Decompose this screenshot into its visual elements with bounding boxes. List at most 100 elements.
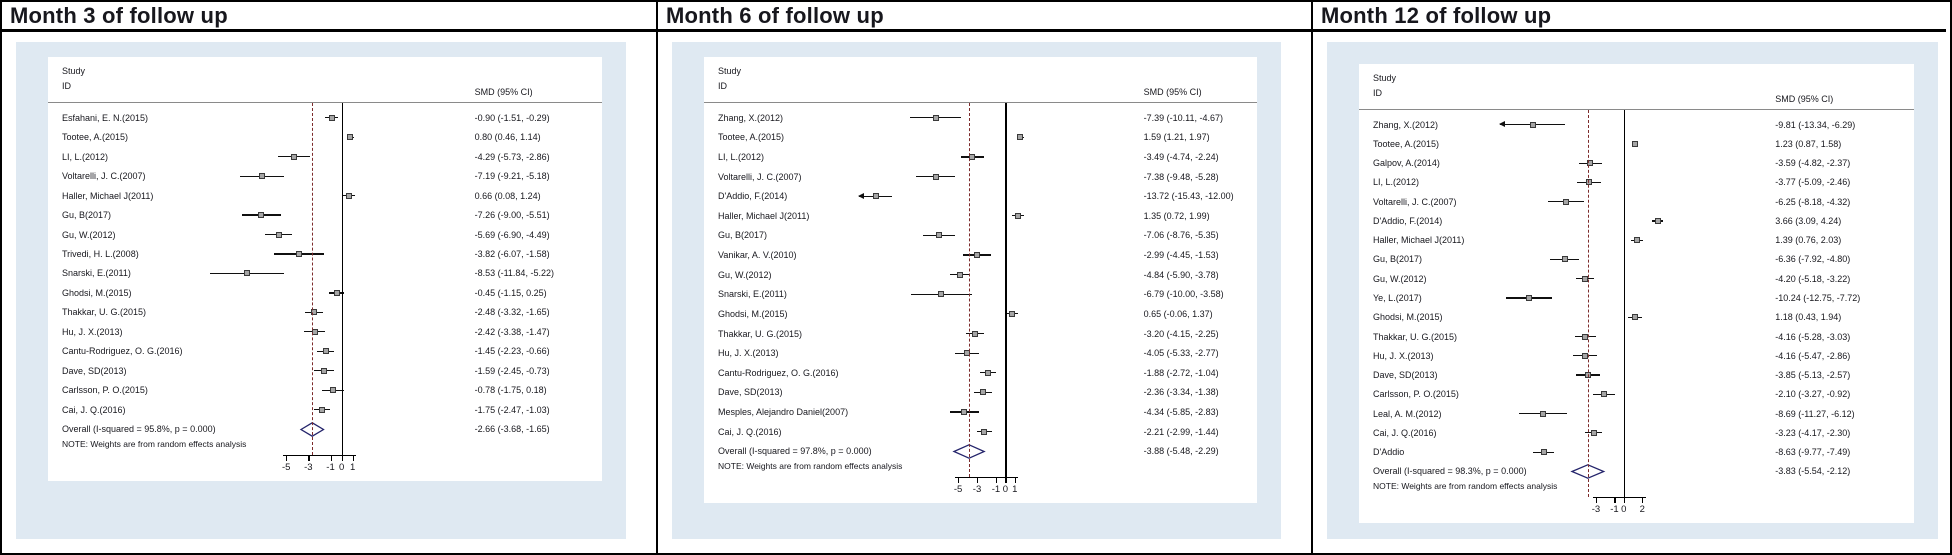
study-id-label: Hu, J. X.(2013) [1373,350,1434,361]
axis-tick-label: 0 [338,462,345,473]
study-row: LI, L.(2012) -3.49 (-4.74, -2.24) [704,147,1257,167]
effect-marker [329,387,336,394]
col-header-study: Study [62,66,86,76]
effect-marker [935,232,942,239]
study-row: Leal, A. M.(2012) -8.69 (-11.27, -6.12) [1359,404,1914,423]
study-row: Zhang, X.(2012) -7.39 (-10.11, -4.67) [704,108,1257,128]
effect-marker [984,369,991,376]
study-row: Haller, Michael J(2011) 1.35 (0.72, 1.99) [704,206,1257,226]
study-row: D'Addio, F.(2014) 3.66 (3.09, 4.24) [1359,211,1914,230]
effect-marker [1562,198,1569,205]
effect-marker [872,193,879,200]
zero-line [1623,110,1626,497]
effect-marker [1585,372,1592,379]
col-header-smd: SMD (95% CI) [474,87,533,97]
study-row: D'Addio -8.63 (-9.77, -7.49) [1359,443,1914,462]
smd-ci-label: -3.59 (-4.82, -2.37) [1775,158,1851,169]
study-id-label: Voltarelli, J. C.(2007) [62,171,146,182]
effect-marker [938,291,945,298]
study-row: Gu, B(2017) -7.06 (-8.76, -5.35) [704,226,1257,246]
plot-background: Study ID SMD (95% CI) Zhang, X.(2012) -7.… [672,42,1281,539]
study-id-label: Ghodsi, M.(2015) [718,308,788,319]
x-axis: -5 -3 -1 0 1 [704,477,1257,503]
axis-tick [1005,477,1007,483]
study-id-label: Dave, SD(2013) [718,387,783,398]
study-row: Gu, W.(2012) -5.69 (-6.90, -4.49) [48,225,602,244]
smd-ci-label: -13.72 (-15.43, -12.00) [1143,191,1234,202]
study-row: Trivedi, H. L.(2008) -3.82 (-6.07, -1.58) [48,244,602,263]
note-text: NOTE: Weights are from random effects an… [62,439,247,449]
effect-marker [333,289,340,296]
ci-clip-arrow [858,192,865,199]
effect-marker [969,154,976,161]
smd-ci-label: -2.42 (-3.38, -1.47) [474,326,550,337]
smd-ci-label: -1.59 (-2.45, -0.73) [474,365,550,376]
smd-ci-label: -0.90 (-1.51, -0.29) [474,112,550,123]
axis-tick [1595,497,1598,503]
overall-diamond [954,444,984,459]
smd-ci-label: -3.77 (-5.09, -2.46) [1775,177,1851,188]
study-id-label: Gu, B(2017) [718,230,768,241]
col-header-study: Study [718,66,742,76]
x-axis-line [1592,497,1646,499]
plot-area: Zhang, X.(2012) -9.81 (-13.34, -6.29) Toot… [1359,110,1914,523]
smd-ci-label: -2.10 (-3.27, -0.92) [1775,389,1851,400]
study-id-label: Haller, Michael J(2011) [62,190,154,201]
col-header-smd: SMD (95% CI) [1775,94,1834,104]
smd-ci-label: -3.85 (-5.13, -2.57) [1775,370,1851,381]
effect-marker [291,153,298,160]
effect-marker [956,271,963,278]
axis-tick [341,455,343,461]
study-id-label: Thakkar, U. G.(2015) [1373,331,1458,342]
axis-tick-label: 0 [1621,504,1627,515]
study-row: Cai, J. Q.(2016) -2.21 (-2.99, -1.44) [704,422,1257,442]
effect-marker [275,231,282,238]
axis-tick-label: -5 [281,462,291,473]
study-id-label: Galpov, A.(2014) [1373,158,1440,169]
smd-ci-label: -1.45 (-2.23, -0.66) [474,346,550,357]
study-id-label: Mesples, Alejandro Daniel(2007) [718,406,849,417]
study-row: Snarski, E.(2011) -8.53 (-11.84, -5.22) [48,264,602,283]
study-id-label: Voltarelli, J. C.(2007) [718,171,802,182]
study-row: Thakkar, U. G.(2015) -4.16 (-5.28, -3.03) [1359,327,1914,346]
study-row: Voltarelli, J. C.(2007) -7.19 (-9.21, -5.… [48,166,602,185]
overall-diamond [301,422,323,437]
effect-marker [258,173,265,180]
study-row: Haller, Michael J(2011) 1.39 (0.76, 2.03) [1359,231,1914,250]
study-row: Voltarelli, J. C.(2007) -7.38 (-9.48, -5.… [704,167,1257,187]
axis-tick [1614,497,1616,503]
smd-ci-label: -8.53 (-11.84, -5.22) [474,268,554,279]
study-rows: Zhang, X.(2012) -7.39 (-10.11, -4.67) Toot… [704,108,1257,461]
forest-plot: Study ID SMD (95% CI) Esfahani, E. N.(20… [48,57,602,481]
study-id-label: Voltarelli, J. C.(2007) [1373,196,1457,207]
study-row: Zhang, X.(2012) -9.81 (-13.34, -6.29) [1359,115,1914,134]
effect-marker [981,428,988,435]
study-row: Tootee, A.(2015) 1.23 (0.87, 1.58) [1359,134,1914,153]
study-id-label: Snarski, E.(2011) [718,289,787,300]
smd-ci-label: -4.16 (-5.47, -2.86) [1775,350,1851,361]
study-id-label: Cantu-Rodriguez, O. G.(2016) [62,346,183,357]
study-row: Dave, SD(2013) -2.36 (-3.34, -1.38) [704,383,1257,403]
smd-ci-label: -2.21 (-2.99, -1.44) [1143,426,1219,437]
study-row: Ghodsi, M.(2015) 0.65 (-0.06, 1.37) [704,304,1257,324]
panel-month-12: Month 12 of follow up Study ID SMD (95% … [1311,2,1946,553]
effect-marker [1525,295,1532,302]
smd-ci-label: 0.66 (0.08, 1.24) [474,190,541,201]
study-row: Gu, W.(2012) -4.20 (-5.18, -3.22) [1359,269,1914,288]
study-row: Thakkar, U. G.(2015) -2.48 (-3.32, -1.65) [48,303,602,322]
smd-ci-label: 1.59 (1.21, 1.97) [1143,132,1210,143]
effect-marker [328,114,335,121]
panel-title: Month 6 of follow up [658,2,1311,32]
study-row: Ghodsi, M.(2015) -0.45 (-1.15, 0.25) [48,283,602,302]
study-id-label: Zhang, X.(2012) [1373,119,1439,130]
study-row: Haller, Michael J(2011) 0.66 (0.08, 1.24) [48,186,602,205]
smd-ci-label: -5.69 (-6.90, -4.49) [474,229,550,240]
smd-ci-label: -3.49 (-4.74, -2.24) [1143,152,1219,163]
column-header-study-id: Study ID [1373,71,1396,101]
plot-background: Study ID SMD (95% CI) Esfahani, E. N.(20… [16,42,626,539]
x-axis: -3 -1 0 2 [1359,497,1914,523]
col-header-id: ID [1373,88,1382,98]
overall-row: Overall (I-squared = 98.3%, p = 0.000) -3… [1359,462,1914,481]
axis-tick-label: -1 [326,462,335,473]
